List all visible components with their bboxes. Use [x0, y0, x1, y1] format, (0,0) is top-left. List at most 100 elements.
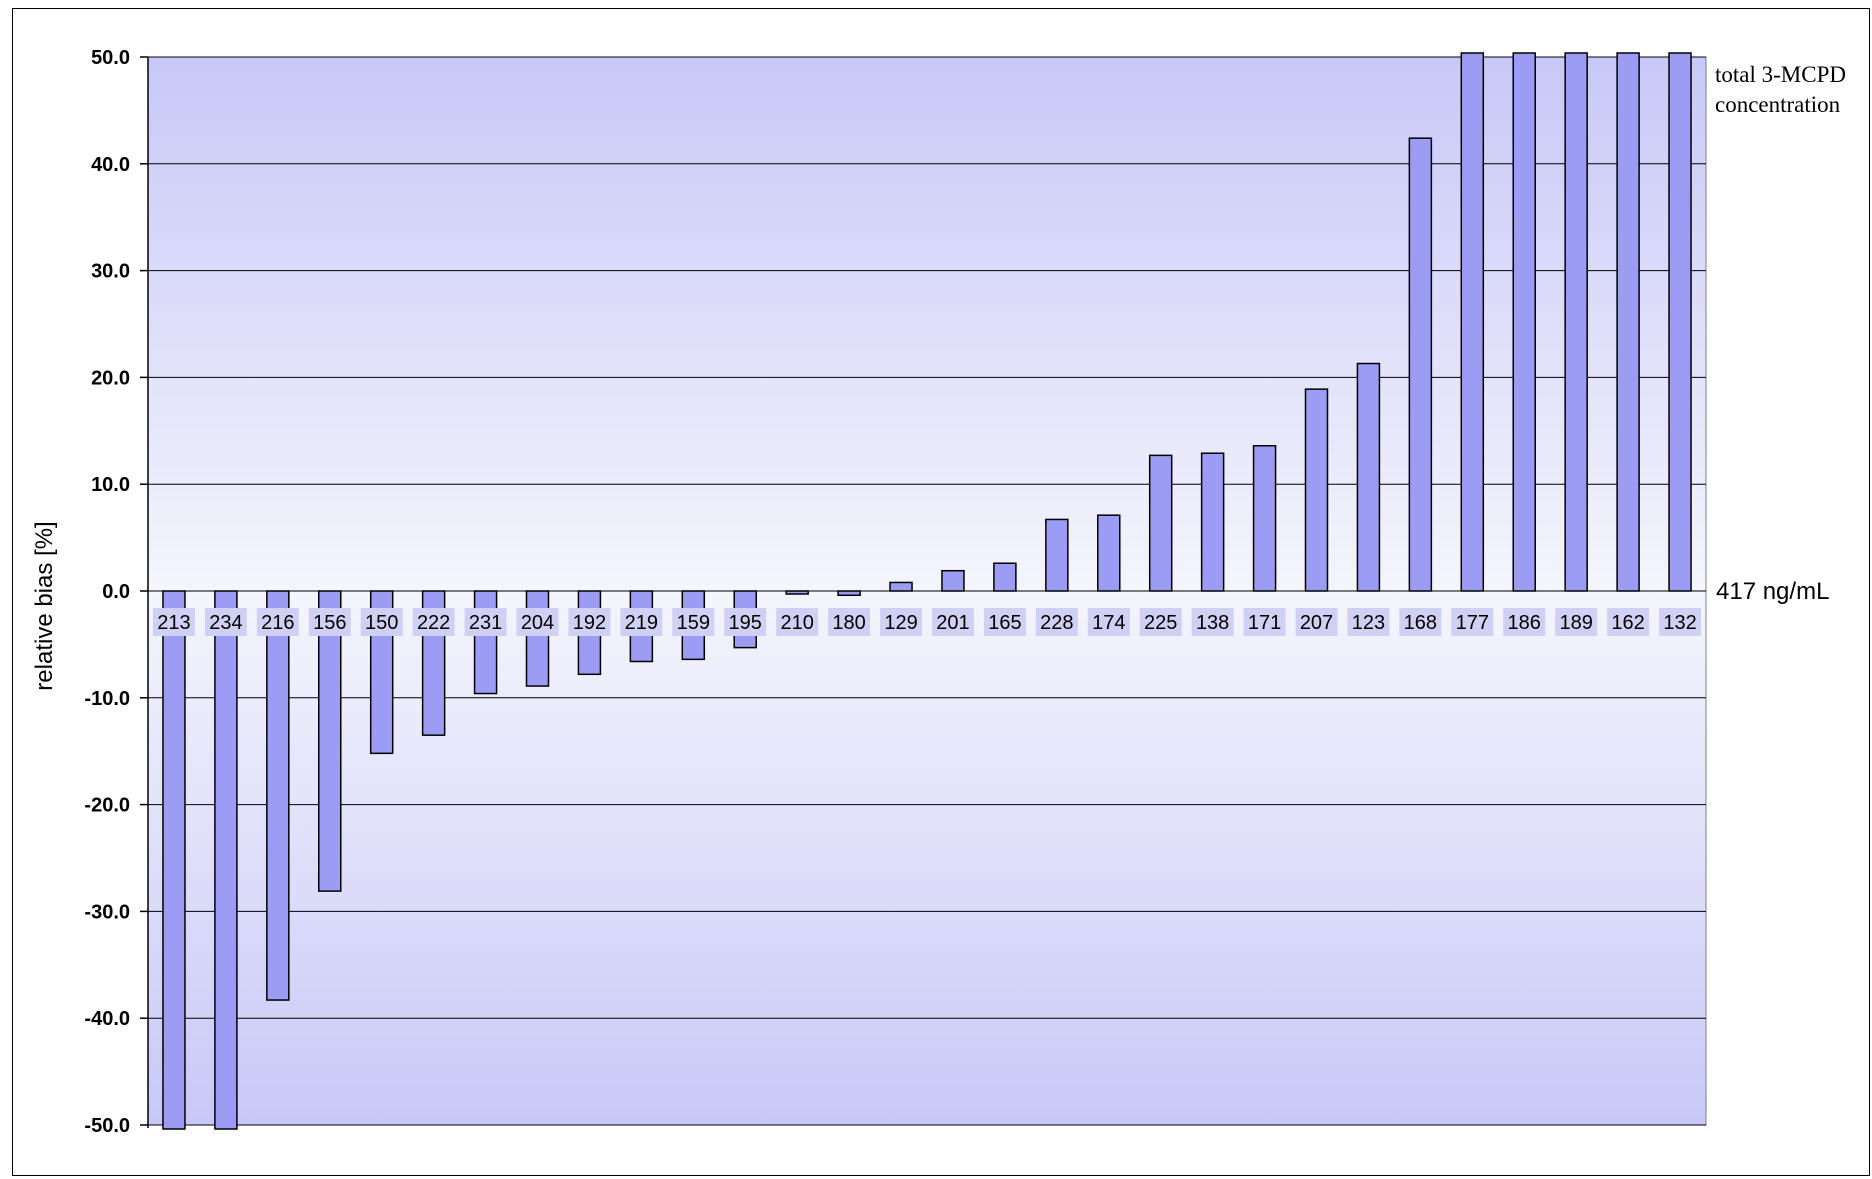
category-label-bg	[568, 608, 611, 636]
bar-216	[266, 590, 290, 1001]
category-label-text: 204	[521, 612, 554, 634]
category-label-bg	[1139, 608, 1182, 636]
category-label-189: 189	[1555, 608, 1598, 636]
category-label-text: 150	[365, 612, 398, 634]
category-label-text: 201	[936, 612, 969, 634]
category-label-180: 180	[828, 608, 871, 636]
grid-lines	[148, 56, 1706, 1126]
category-label-bg	[412, 608, 455, 636]
category-label-text: 216	[261, 612, 294, 634]
category-label-129: 129	[880, 608, 923, 636]
bar-132	[1668, 52, 1692, 592]
y-tick-label: -30.0	[84, 901, 130, 923]
bar-231	[473, 590, 498, 695]
bar-162	[1616, 52, 1640, 592]
category-label-132: 132	[1659, 608, 1702, 636]
category-label-text: 186	[1508, 612, 1541, 634]
y-tick-label: 0.0	[102, 581, 130, 603]
reference-value-annotation: 417 ng/mL	[1716, 578, 1829, 605]
category-label-bg	[1347, 608, 1390, 636]
category-label-text: 138	[1196, 612, 1229, 634]
category-label-text: 129	[884, 612, 917, 634]
y-tick-label: 50.0	[91, 47, 130, 69]
bar-156	[318, 590, 342, 892]
category-label-bg	[983, 608, 1026, 636]
y-tick-label: -50.0	[84, 1115, 130, 1137]
category-label-219: 219	[620, 608, 663, 636]
bar-129	[889, 581, 913, 592]
category-label-bg	[776, 608, 819, 636]
bar-186	[1512, 52, 1536, 592]
bar-138	[1200, 452, 1225, 592]
category-label-192: 192	[568, 608, 611, 636]
category-label-195: 195	[724, 608, 767, 636]
category-label-bg	[516, 608, 559, 636]
category-label-216: 216	[256, 608, 299, 636]
category-label-bg	[1243, 608, 1286, 636]
category-label-text: 156	[313, 612, 346, 634]
bar-207	[1304, 388, 1329, 592]
category-label-bg	[1399, 608, 1442, 636]
category-label-bg	[931, 608, 974, 636]
category-label-bg	[1035, 608, 1078, 636]
category-label-bg	[1191, 608, 1234, 636]
bar-225	[1148, 454, 1173, 592]
category-label-bg	[724, 608, 767, 636]
bar-204	[525, 590, 550, 687]
bars	[162, 52, 1692, 1130]
category-label-bg	[256, 608, 299, 636]
category-label-210: 210	[776, 608, 819, 636]
category-label-bg	[1087, 608, 1130, 636]
category-label-text: 180	[832, 612, 865, 634]
category-label-150: 150	[360, 608, 403, 636]
bar-168	[1408, 137, 1433, 592]
category-label-bg	[1607, 608, 1650, 636]
bar-171	[1252, 445, 1277, 592]
category-label-text: 225	[1144, 612, 1177, 634]
category-label-text: 210	[780, 612, 813, 634]
bar-165	[993, 562, 1017, 592]
category-label-228: 228	[1035, 608, 1078, 636]
category-label-text: 213	[157, 612, 190, 634]
category-label-text: 231	[469, 612, 502, 634]
category-label-text: 234	[209, 612, 242, 634]
category-label-231: 231	[464, 608, 507, 636]
category-label-156: 156	[308, 608, 351, 636]
bar-174	[1097, 514, 1121, 592]
category-label-text: 168	[1404, 612, 1437, 634]
category-label-text: 123	[1352, 612, 1385, 634]
category-label-123: 123	[1347, 608, 1390, 636]
category-label-201: 201	[931, 608, 974, 636]
category-label-165: 165	[983, 608, 1026, 636]
category-label-bg	[1555, 608, 1598, 636]
y-tick-label: 30.0	[91, 261, 130, 283]
category-label-text: 162	[1611, 612, 1644, 634]
category-label-text: 228	[1040, 612, 1073, 634]
y-axis-ticks: -50.0 -40.0 -30.0 -20.0 -10.0 0.0 10.0 20.0 30.0…	[84, 47, 148, 1137]
category-label-225: 225	[1139, 608, 1182, 636]
series-annotation-line1: total 3-MCPD	[1715, 62, 1846, 87]
category-labels: 213 234 216 156 150 222 231 204 192 219 159 195 210 1…	[152, 608, 1702, 636]
category-label-222: 222	[412, 608, 455, 636]
category-label-162: 162	[1607, 608, 1650, 636]
category-label-text: 195	[729, 612, 762, 634]
bar-228	[1045, 518, 1069, 592]
category-label-bg	[308, 608, 351, 636]
category-label-204: 204	[516, 608, 559, 636]
category-label-168: 168	[1399, 608, 1442, 636]
category-label-bg	[204, 608, 247, 636]
category-label-207: 207	[1295, 608, 1338, 636]
category-label-text: 132	[1663, 612, 1696, 634]
y-tick-label: -20.0	[84, 795, 130, 817]
category-label-text: 219	[625, 612, 658, 634]
category-label-text: 222	[417, 612, 450, 634]
bar-123	[1356, 362, 1381, 592]
bar-180	[837, 590, 861, 597]
bar-234	[214, 590, 238, 1130]
category-label-text: 174	[1092, 612, 1125, 634]
category-label-bg	[1503, 608, 1546, 636]
category-label-bg	[672, 608, 715, 636]
category-label-bg	[620, 608, 663, 636]
category-label-bg	[360, 608, 403, 636]
category-label-213: 213	[152, 608, 195, 636]
